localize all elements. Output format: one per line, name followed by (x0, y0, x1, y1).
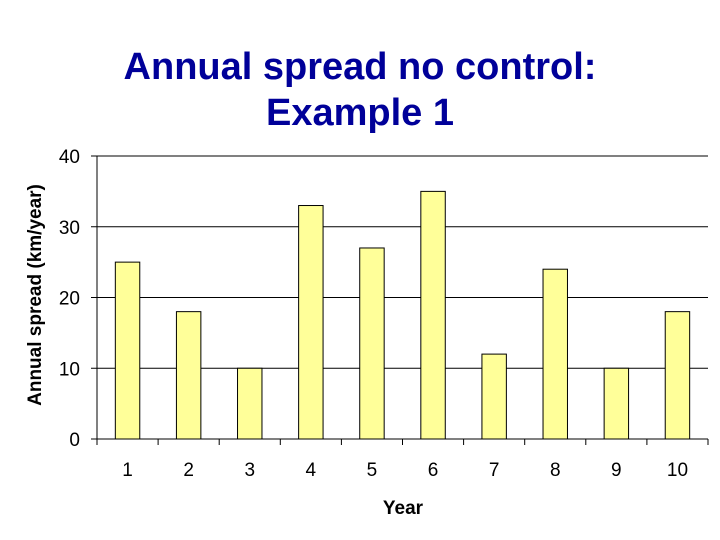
x-tick-label: 4 (306, 460, 317, 481)
x-tick-label: 5 (367, 460, 378, 481)
x-tick-label: 9 (611, 460, 622, 481)
x-tick-label: 10 (667, 460, 688, 481)
chart-title-line-2: Example 1 (266, 92, 454, 134)
y-tick-label: 40 (59, 147, 80, 168)
y-axis-title: Annual spread (km/year) (25, 184, 46, 406)
x-tick-label: 1 (122, 460, 133, 481)
x-tick-label: 8 (550, 460, 561, 481)
bar-year-3 (237, 367, 263, 440)
y-tick-labels: 0 10 20 30 40 (59, 147, 80, 451)
x-tick-label: 3 (244, 460, 255, 481)
bar-year-4 (298, 205, 324, 440)
x-tick-label: 2 (183, 460, 194, 481)
y-tick-label: 0 (69, 430, 80, 451)
y-tick-label: 30 (59, 218, 80, 239)
bar-year-7 (481, 353, 507, 440)
chart-title: Annual spread no control: Example 1 (0, 44, 720, 136)
y-tick-label: 20 (59, 289, 80, 310)
x-tick-label: 6 (428, 460, 439, 481)
bar-year-8 (542, 268, 568, 440)
gridlines (91, 155, 708, 440)
bar-year-2 (175, 311, 202, 440)
bar-year-5 (359, 247, 385, 440)
bar-year-10 (664, 311, 691, 440)
x-axis-title: Year (383, 498, 424, 519)
x-tick-labels: 1 2 3 4 5 6 7 8 9 10 (122, 460, 688, 481)
bar-year-6 (420, 190, 446, 440)
y-tick-label: 10 (59, 359, 80, 380)
chart-title-line-1: Annual spread no control: (123, 46, 597, 88)
bars (114, 190, 691, 440)
bar-year-9 (603, 367, 630, 440)
axes (96, 156, 709, 445)
x-tick-label: 7 (489, 460, 500, 481)
bar-year-1 (114, 261, 141, 440)
